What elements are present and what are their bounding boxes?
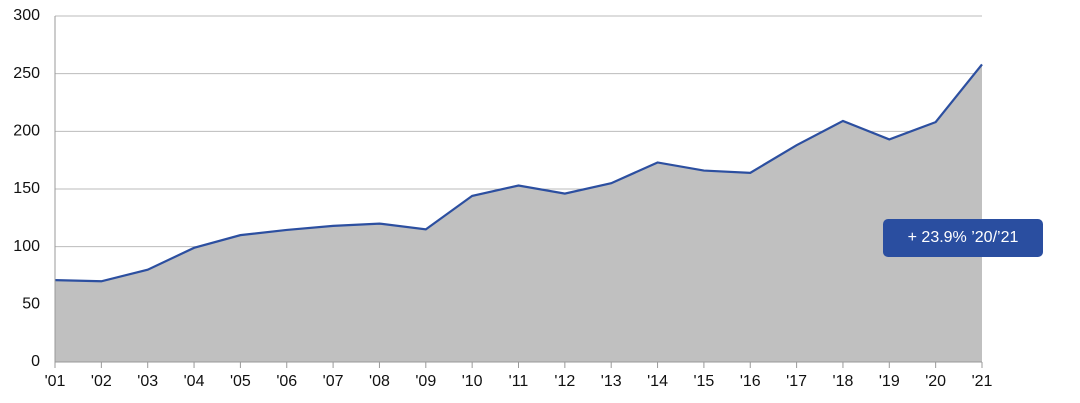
x-tick-label: '07	[323, 373, 344, 390]
y-tick-label: 250	[13, 65, 40, 82]
x-tick-label: '15	[693, 373, 714, 390]
x-tick-label: '20	[925, 373, 946, 390]
y-tick-label: 100	[13, 238, 40, 255]
line	[54, 63, 983, 283]
y-tick-label: 150	[13, 180, 40, 197]
y-tick-label: 0	[31, 353, 40, 370]
x-tick-label: '11	[509, 373, 529, 390]
x-tick-label: '09	[415, 373, 436, 390]
x-tick-label: '14	[647, 373, 668, 390]
y-tick-label: 50	[22, 296, 40, 313]
x-tick-label: '10	[462, 373, 483, 390]
x-tick-label: '03	[137, 373, 158, 390]
x-tick-label: '13	[601, 373, 622, 390]
x-tick-label: '04	[184, 373, 205, 390]
area	[55, 64, 982, 362]
x-tick-label: '19	[879, 373, 900, 390]
y-tick-label: 300	[13, 7, 40, 24]
x-tick-label: '06	[276, 373, 297, 390]
y-tick-label: 200	[13, 123, 40, 140]
x-tick-label: '21	[972, 373, 993, 390]
x-tick-label: '08	[369, 373, 390, 390]
x-tick-label: '01	[45, 373, 66, 390]
x-tick-label: '12	[554, 373, 575, 390]
x-tick-label: '18	[833, 373, 854, 390]
x-tick-label: '02	[91, 373, 112, 390]
x-tick-label: '16	[740, 373, 761, 390]
x-tick-label: '05	[230, 373, 251, 390]
annotation: + 23.9% ’20/’21	[883, 219, 1043, 257]
x-tick-label: '17	[786, 373, 807, 390]
